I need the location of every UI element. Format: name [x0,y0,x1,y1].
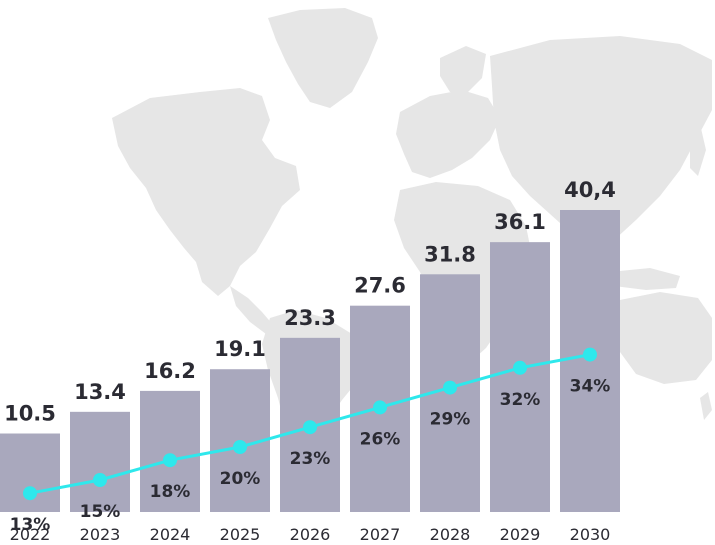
line-value-label-2029: 32% [500,390,541,410]
map-central-america [230,286,274,334]
x-tick-label-2027: 2027 [360,525,401,544]
bar-value-label-2026: 23.3 [284,306,336,330]
map-japan [690,124,706,176]
x-tick-label-2026: 2026 [290,525,331,544]
bar-value-label-2023: 13.4 [74,380,126,404]
x-tick-label-2029: 2029 [500,525,541,544]
line-value-label-2022: 13% [10,515,51,535]
line-point-2027 [373,400,387,415]
x-tick-label-2030: 2030 [570,525,611,544]
line-point-2022 [23,486,37,501]
bar-value-label-2029: 36.1 [494,210,546,234]
map-greenland [268,8,378,108]
bar-value-label-2027: 27.6 [354,274,406,298]
line-layer [23,347,597,501]
line-value-label-2023: 15% [80,502,121,522]
line-point-2024 [163,453,177,468]
line-point-2029 [513,360,527,375]
line-value-label-2025: 20% [220,469,261,489]
line-value-label-2024: 18% [150,482,191,502]
x-tick-label-2025: 2025 [220,525,261,544]
bars-layer [0,210,620,513]
line-point-2026 [303,420,317,435]
map-indonesia [610,268,680,290]
map-asia [490,36,712,248]
line-point-2028 [443,380,457,395]
bar-value-label-2025: 19.1 [214,337,266,361]
bar-value-label-2030: 40,4 [564,178,616,202]
bar-value-label-2022: 10.5 [4,402,56,426]
bar-2022 [0,433,60,512]
x-tick-label-2022: 2022 [10,525,51,544]
bar-2023 [70,411,130,512]
bar-2024 [140,390,200,512]
bar-2029 [490,242,550,513]
line-value-label-2028: 29% [430,410,471,430]
line-value-label-2027: 26% [360,429,401,449]
line-value-label-2026: 23% [290,449,331,469]
map-europe [396,90,500,178]
map-north-america [112,88,300,296]
map-australia [614,292,712,384]
x-tick-label-2023: 2023 [80,525,121,544]
x-tick-label-2028: 2028 [430,525,471,544]
line-point-2023 [93,473,107,487]
map-new-zealand [700,392,712,420]
line-value-label-2030: 34% [570,377,611,397]
bar-value-label-2024: 16.2 [144,359,196,383]
line-point-2030 [583,347,597,362]
world-map-background [112,8,712,500]
bar-value-label-2028: 31.8 [424,242,476,266]
map-scandinavia [440,46,486,94]
x-tick-label-2024: 2024 [150,525,191,544]
line-point-2025 [233,440,247,454]
